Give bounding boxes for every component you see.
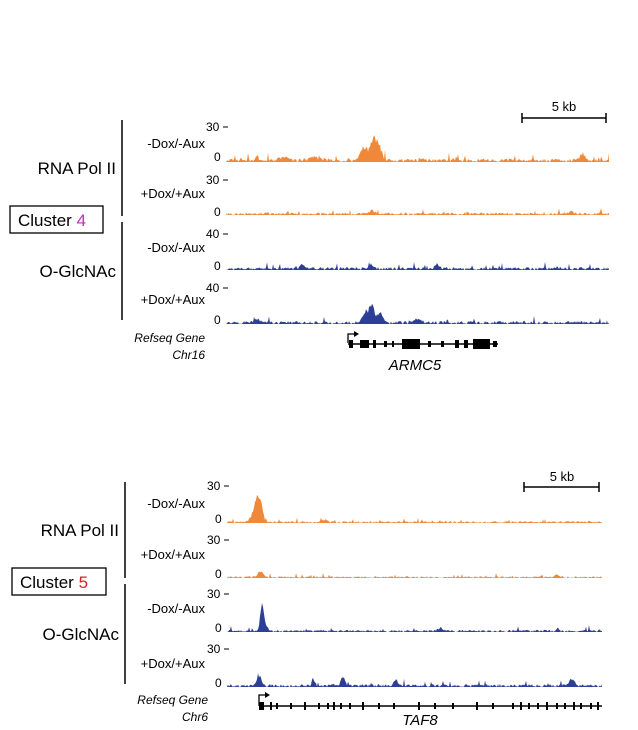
track-ymax-label: 30: [207, 533, 221, 547]
cluster-number: 4: [77, 211, 86, 230]
scale-bar-label: 5 kb: [552, 99, 577, 114]
track-ymax-label: 40: [206, 281, 220, 295]
signal-track-rna-pol-ii-dox-aux: [226, 208, 609, 215]
track-ymax-label: 30: [207, 642, 221, 656]
gene-name-label: TAF8: [402, 712, 438, 729]
cluster-label: Cluster 4: [18, 211, 86, 230]
signal-track-o-glcnac-control: [226, 261, 609, 270]
chromosome-label: Chr16: [172, 348, 205, 362]
cluster-box: [9, 205, 104, 234]
track-condition-label: -Dox/-Aux: [147, 601, 205, 616]
track-ymin-label: 0: [214, 313, 221, 327]
track-ymin-label: 0: [214, 259, 221, 273]
track-ymin-label: 0: [214, 150, 221, 164]
scale-bar-label: 5 kb: [550, 469, 575, 484]
panel-cluster-5: 5 kb RNA Pol II O-GlcNAc Cluster 5 -Dox/…: [11, 469, 602, 729]
track-condition-label: +Dox/+Aux: [141, 547, 206, 562]
track-condition-label: +Dox/+Aux: [141, 292, 206, 307]
scale-bar: 5 kb: [521, 99, 607, 123]
cluster-number: 5: [79, 573, 88, 592]
gene-model-armc5: [347, 331, 498, 349]
track-condition-label: -Dox/-Aux: [147, 136, 205, 151]
panel-cluster-4: 5 kb RNA Pol II O-GlcNAc Cluster 4 -Dox/…: [9, 99, 609, 374]
signal-track-rna-pol-ii-dox-aux: [227, 571, 602, 578]
signal-track-o-glcnac-dox-aux: [227, 673, 602, 687]
tss-arrow-icon: [347, 333, 356, 343]
track-ymax-label: 30: [207, 479, 221, 493]
group-label-o-glcnac: O-GlcNAc: [40, 262, 117, 281]
gene-name-label: ARMC5: [388, 357, 442, 374]
track-ymin-label: 0: [215, 676, 222, 690]
chromosome-label: Chr6: [182, 710, 208, 724]
gene-model-taf8: [258, 692, 602, 710]
gene-track-label: Refseq Gene: [134, 331, 205, 345]
track-ymin-label: 0: [214, 205, 221, 219]
gene-track-label: Refseq Gene: [137, 693, 208, 707]
track-ymax-label: 40: [206, 227, 220, 241]
track-condition-label: -Dox/-Aux: [147, 496, 205, 511]
track-condition-label: +Dox/+Aux: [141, 186, 206, 201]
track-ymin-label: 0: [215, 567, 222, 581]
track-ymin-label: 0: [215, 621, 222, 635]
scale-bar: 5 kb: [523, 469, 600, 492]
track-ymin-label: 0: [215, 512, 222, 526]
track-ymax-label: 30: [207, 587, 221, 601]
signal-track-rna-pol-ii-control: [227, 494, 602, 523]
group-label-rna-pol-ii: RNA Pol II: [41, 521, 119, 540]
cluster-label: Cluster 5: [20, 573, 88, 592]
signal-track-o-glcnac-control: [227, 603, 602, 632]
signal-track-o-glcnac-dox-aux: [226, 303, 609, 324]
track-condition-label: +Dox/+Aux: [141, 656, 206, 671]
track-ymax-label: 30: [206, 120, 220, 134]
cluster-box: [11, 567, 107, 596]
group-label-rna-pol-ii: RNA Pol II: [38, 159, 116, 178]
group-label-o-glcnac: O-GlcNAc: [43, 625, 120, 644]
track-condition-label: -Dox/-Aux: [147, 240, 205, 255]
signal-track-rna-pol-ii-control: [226, 135, 609, 162]
track-ymax-label: 30: [206, 173, 220, 187]
